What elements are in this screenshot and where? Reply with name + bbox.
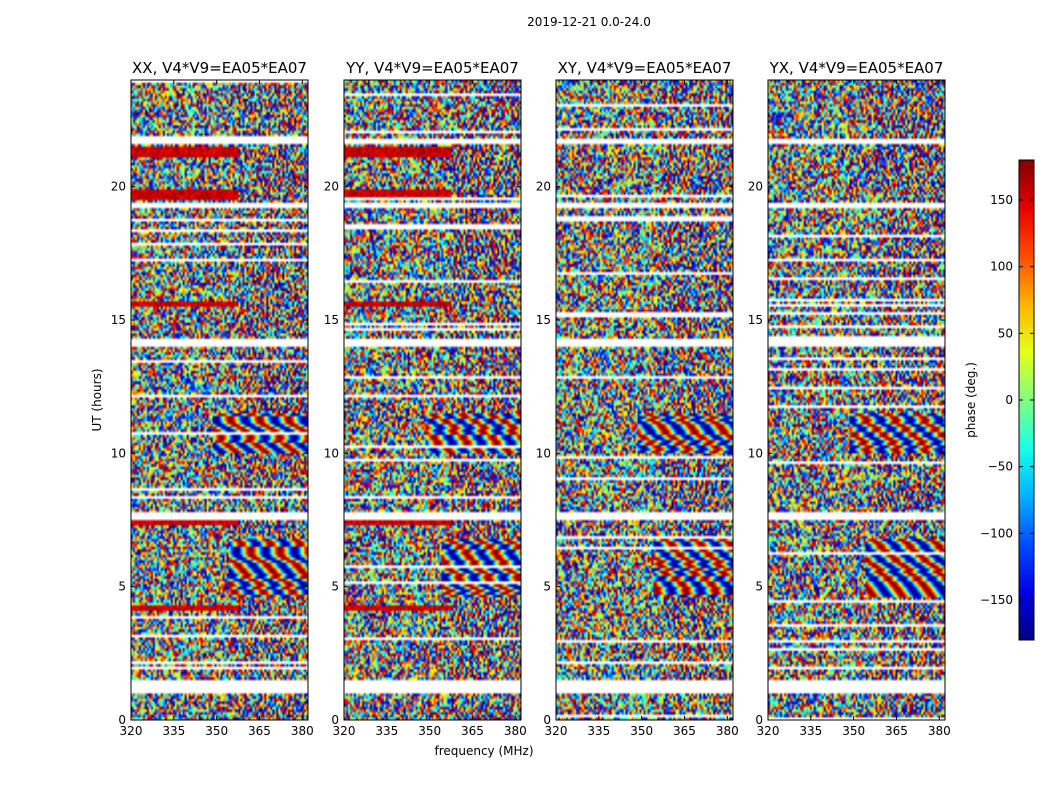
x-axis-label: frequency (MHz)	[434, 744, 533, 758]
panel-frame-4	[767, 79, 946, 721]
colorbar-tick-label: −150	[980, 593, 1013, 607]
x-tick-label: 365	[461, 724, 484, 738]
x-tick-label: 350	[418, 724, 441, 738]
panel-title-4: YX, V4*V9=EA05*EA07	[769, 59, 944, 77]
heatmap-image-1	[131, 80, 308, 720]
y-tick-label: 5	[118, 580, 126, 594]
x-tick-label: 350	[205, 724, 228, 738]
x-tick-label: 380	[291, 724, 314, 738]
panel-frame-3	[555, 79, 734, 721]
y-tick-label: 0	[543, 713, 551, 727]
x-tick-label: 320	[757, 724, 780, 738]
panel-title-3: XY, V4*V9=EA05*EA07	[558, 59, 732, 77]
x-tick-label: 320	[545, 724, 568, 738]
y-axis-label: UT (hours)	[90, 368, 104, 431]
x-tick-label: 350	[630, 724, 653, 738]
y-tick-label: 10	[324, 446, 339, 460]
y-tick-label: 15	[111, 313, 126, 327]
figure-suptitle: 2019-12-21 0.0-24.0	[527, 15, 651, 29]
y-tick-label: 5	[331, 580, 339, 594]
heatmap-image-2	[344, 80, 521, 720]
y-tick-label: 20	[111, 180, 126, 194]
x-tick-label: 365	[673, 724, 696, 738]
panel-title-2: YY, V4*V9=EA05*EA07	[345, 59, 519, 77]
x-tick-label: 365	[248, 724, 271, 738]
y-tick-label: 20	[748, 180, 763, 194]
colorbar-tick-label: −100	[980, 526, 1013, 540]
y-tick-label: 5	[755, 580, 763, 594]
colorbar-tick-label: 150	[990, 193, 1013, 207]
colorbar-tick-label: 100	[990, 260, 1013, 274]
x-tick-label: 380	[928, 724, 951, 738]
y-tick-label: 0	[118, 713, 126, 727]
x-tick-label: 335	[799, 724, 822, 738]
panel-4: YX, V4*V9=EA05*EA07 320 335 350 365 380 0 5 10 15…	[748, 59, 951, 738]
x-tick-label: 365	[885, 724, 908, 738]
panel-3: XY, V4*V9=EA05*EA07 320 335 350 365 380 0 5 10 15…	[536, 59, 739, 738]
y-tick-label: 15	[324, 313, 339, 327]
y-tick-label: 5	[543, 580, 551, 594]
y-tick-label: 15	[748, 313, 763, 327]
y-tick-label: 10	[748, 446, 763, 460]
heatmap-image-4	[768, 80, 945, 720]
x-tick-label: 335	[162, 724, 185, 738]
y-tick-label: 10	[111, 446, 126, 460]
y-tick-label: 10	[536, 446, 551, 460]
colorbar: 150 100 50 0 −50 −100 −150	[980, 159, 1035, 641]
x-tick-label: 320	[120, 724, 143, 738]
panel-frame-2	[343, 79, 522, 721]
y-tick-label: 20	[536, 180, 551, 194]
x-tick-label: 380	[504, 724, 527, 738]
y-tick-label: 0	[755, 713, 763, 727]
panel-frame-1	[130, 79, 309, 721]
y-tick-label: 15	[536, 313, 551, 327]
panels-group: XX, V4*V9=EA05*EA07 320 335 350 365 380 0 5 10 15…	[111, 59, 951, 738]
colorbar-tick-label: −50	[988, 460, 1013, 474]
x-tick-label: 380	[716, 724, 739, 738]
colorbar-label: phase (deg.)	[964, 362, 978, 438]
x-tick-label: 350	[842, 724, 865, 738]
heatmap-image-3	[556, 80, 733, 720]
x-tick-label: 335	[587, 724, 610, 738]
y-tick-label: 20	[324, 180, 339, 194]
panel-1: XX, V4*V9=EA05*EA07 320 335 350 365 380 0 5 10 15…	[111, 59, 314, 738]
y-tick-label: 0	[331, 713, 339, 727]
panel-2: YY, V4*V9=EA05*EA07 320 335 350 365 380 0 5 10 15…	[324, 59, 527, 738]
x-tick-label: 335	[375, 724, 398, 738]
colorbar-tick-label: 50	[998, 326, 1013, 340]
colorbar-tick-label: 0	[1005, 393, 1013, 407]
x-tick-label: 320	[333, 724, 356, 738]
panel-title-1: XX, V4*V9=EA05*EA07	[132, 59, 307, 77]
